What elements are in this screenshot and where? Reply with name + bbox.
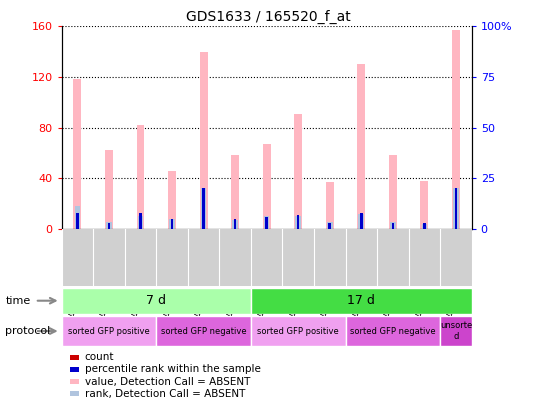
Bar	[108, 228, 110, 229]
Bar	[327, 222, 332, 229]
Text: percentile rank within the sample: percentile rank within the sample	[85, 364, 260, 374]
Bar	[234, 219, 236, 229]
Bar	[251, 316, 346, 346]
Bar	[75, 206, 80, 229]
Bar	[423, 228, 426, 229]
Text: unsorte
d: unsorte d	[440, 322, 472, 341]
Bar	[360, 225, 362, 229]
Text: count: count	[85, 352, 114, 362]
Bar	[455, 226, 457, 229]
Text: sorted GFP positive: sorted GFP positive	[68, 326, 150, 336]
Bar	[231, 156, 239, 229]
Bar	[453, 188, 459, 229]
Bar	[389, 156, 397, 229]
Bar	[420, 181, 428, 229]
Text: rank, Detection Call = ABSENT: rank, Detection Call = ABSENT	[85, 389, 245, 399]
Bar	[73, 79, 81, 229]
Bar	[295, 216, 301, 229]
Bar	[137, 125, 144, 229]
Text: GDS1633 / 165520_f_at: GDS1633 / 165520_f_at	[185, 10, 351, 24]
Bar	[62, 316, 157, 346]
Bar	[251, 288, 472, 314]
Bar	[138, 216, 143, 229]
Bar	[265, 217, 268, 229]
Bar	[392, 228, 394, 229]
Bar	[62, 288, 251, 314]
Bar	[139, 213, 142, 229]
Bar	[326, 182, 334, 229]
Text: 17 d: 17 d	[347, 294, 375, 307]
Bar	[392, 223, 394, 229]
Bar	[358, 64, 365, 229]
Text: sorted GFP positive: sorted GFP positive	[257, 326, 339, 336]
Bar	[108, 223, 110, 229]
Bar	[169, 219, 175, 229]
Bar	[263, 144, 271, 229]
Bar	[440, 316, 472, 346]
Bar	[294, 114, 302, 229]
Bar	[76, 213, 79, 229]
Text: value, Detection Call = ABSENT: value, Detection Call = ABSENT	[85, 377, 250, 386]
Bar	[329, 223, 331, 229]
Bar	[423, 223, 426, 229]
Bar	[359, 214, 364, 229]
Bar	[157, 316, 251, 346]
Bar	[106, 222, 112, 229]
Bar	[455, 188, 457, 229]
Bar	[201, 188, 206, 229]
Bar	[360, 213, 362, 229]
Bar	[171, 219, 173, 229]
Bar	[105, 150, 113, 229]
Bar	[390, 222, 396, 229]
Bar	[202, 226, 205, 229]
Text: sorted GFP negative: sorted GFP negative	[161, 326, 247, 336]
Bar	[171, 226, 173, 229]
Bar	[139, 225, 142, 229]
Bar	[297, 226, 300, 229]
Bar	[232, 220, 238, 229]
Bar	[297, 215, 300, 229]
Bar	[168, 171, 176, 229]
Bar	[199, 51, 207, 229]
Text: 7 d: 7 d	[146, 294, 166, 307]
Bar	[346, 316, 440, 346]
Bar	[76, 225, 79, 229]
Text: time: time	[5, 296, 31, 306]
Bar	[329, 228, 331, 229]
Text: sorted GFP negative: sorted GFP negative	[350, 326, 436, 336]
Bar	[265, 226, 268, 229]
Bar	[421, 224, 427, 229]
Bar	[234, 226, 236, 229]
Bar	[264, 216, 270, 229]
Text: protocol: protocol	[5, 326, 50, 336]
Bar	[202, 188, 205, 229]
Bar	[452, 30, 460, 229]
